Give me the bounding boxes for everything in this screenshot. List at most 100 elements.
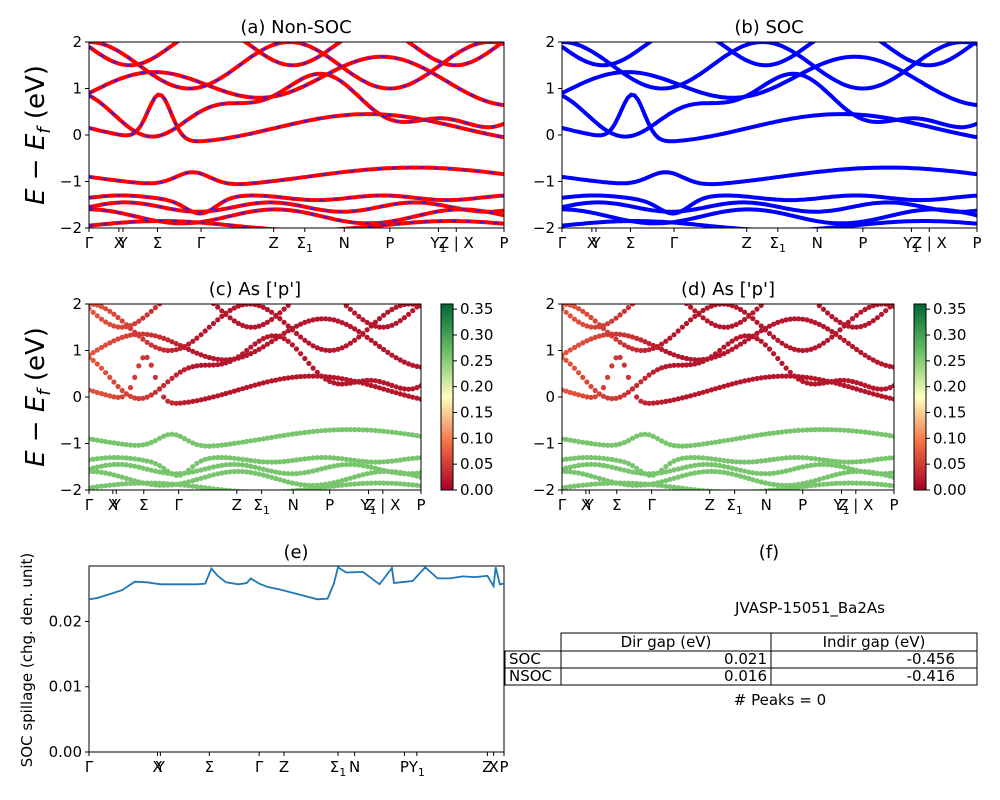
panel-c-point: [231, 440, 237, 446]
panel-c-point: [252, 348, 258, 355]
panel-b-xtick-label: Y: [590, 234, 601, 252]
panel-a-band-0: [89, 200, 504, 214]
panel-c-point: [331, 374, 337, 381]
panel-d-point: [629, 304, 636, 307]
panel-c-point: [190, 483, 196, 489]
panel-d-point: [800, 347, 806, 354]
panel-e-xtick-label: Σ1: [330, 758, 346, 779]
panel-c-point: [339, 427, 345, 433]
panel-d-point: [696, 455, 702, 461]
panel-c-point: [199, 292, 204, 297]
panel-d-point: [762, 488, 768, 490]
panel-c-point: [310, 373, 316, 379]
panel-d-point: [563, 388, 569, 394]
panel-c-point: [94, 313, 100, 319]
panel-c-point: [302, 429, 308, 436]
panel-c-point: [376, 459, 383, 465]
panel-d-point: [634, 465, 640, 471]
panel-d-point: [625, 344, 632, 350]
panel-d-point: [758, 432, 764, 438]
panel-d-point: [758, 328, 764, 334]
panel-d-point: [642, 375, 648, 381]
panel-d-point: [571, 365, 578, 371]
panel-c-point: [335, 381, 341, 387]
panel-c-point: [161, 433, 167, 439]
panel-d-point: [646, 347, 652, 353]
panel-c-point: [248, 324, 254, 330]
panel-c-point: [343, 321, 349, 327]
panel-c-point: [269, 434, 275, 440]
panel-c-point: [210, 320, 217, 327]
panel-d-point: [837, 377, 843, 383]
panel-c-point: [140, 355, 146, 361]
panel-d-point: [771, 487, 777, 490]
panel-c-point: [393, 390, 399, 396]
panel-d-point: [866, 320, 872, 326]
panel-d-point: [592, 474, 598, 480]
panel-d-point: [700, 441, 706, 447]
panel-d-point: [816, 427, 822, 433]
panel-d-point: [816, 343, 822, 349]
panel-c-point: [277, 459, 283, 465]
panel-d-point: [779, 455, 785, 461]
panel-c-point: [347, 481, 353, 487]
panel-c-point: [414, 473, 420, 479]
panel-c-point: [393, 304, 399, 310]
panel-d-point: [617, 458, 623, 464]
panel-c-point: [244, 324, 250, 330]
panel-d-point: [600, 385, 607, 391]
panel-d-point: [647, 290, 652, 295]
panel-d-point: [825, 326, 831, 332]
panel-d-colorbar: [913, 303, 927, 491]
panel-d-point: [771, 456, 777, 462]
panel-c-point: [94, 304, 100, 308]
panel-d-point: [605, 463, 611, 469]
panel-c-point: [140, 331, 146, 337]
panel-d-point: [750, 310, 756, 316]
panel-c-point: [202, 443, 208, 449]
panel-d-point: [592, 324, 598, 330]
panel-d-point: [800, 484, 806, 490]
panel-e-xtick-label: Γ: [85, 758, 94, 776]
panel-c-point: [252, 464, 258, 470]
panel-c-point: [331, 317, 337, 323]
panel-d-point: [592, 334, 598, 340]
panel-d-point: [692, 470, 698, 476]
panel-c-point: [140, 395, 146, 401]
panel-d-point: [837, 463, 843, 469]
panel-d-point: [704, 388, 710, 394]
panel-c-point: [157, 304, 163, 307]
panel-d-point: [654, 343, 661, 350]
panel-d-point: [588, 383, 594, 390]
panel-c-point: [103, 319, 109, 325]
panel-c-point: [289, 488, 295, 490]
panel-c-point: [302, 337, 308, 343]
panel-c-point: [376, 378, 383, 385]
panel-c-point: [269, 333, 275, 339]
panel-c-cbar-label: 0.25: [460, 352, 493, 370]
panel-d-point: [878, 311, 885, 317]
panel-d-point: [571, 344, 578, 351]
panel-d-point: [600, 455, 607, 461]
panel-c-point: [219, 470, 225, 476]
panel-c-point: [418, 483, 421, 489]
panel-d-point: [605, 456, 611, 462]
panel-c-point: [198, 332, 204, 338]
panel-c-ytick-label: 0: [72, 388, 82, 406]
panel-d-point: [775, 487, 781, 490]
panel-c-point: [293, 487, 300, 490]
panel-d-point: [576, 483, 582, 489]
panel-c-point: [310, 365, 316, 371]
panel-c-point: [364, 334, 370, 340]
panel-d-point: [816, 461, 822, 468]
panel-c-point: [173, 481, 179, 487]
panel-d-point: [675, 443, 681, 449]
panel-d-point: [891, 483, 894, 489]
panel-b-band-6: [562, 71, 977, 139]
panel-c-point: [227, 455, 233, 461]
panel-c-cbar-label: 0.15: [460, 404, 493, 422]
panel-c-point: [157, 386, 163, 392]
panel-d-point: [804, 347, 810, 353]
panel-c-point: [347, 457, 353, 463]
panel-d-point: [858, 381, 864, 387]
